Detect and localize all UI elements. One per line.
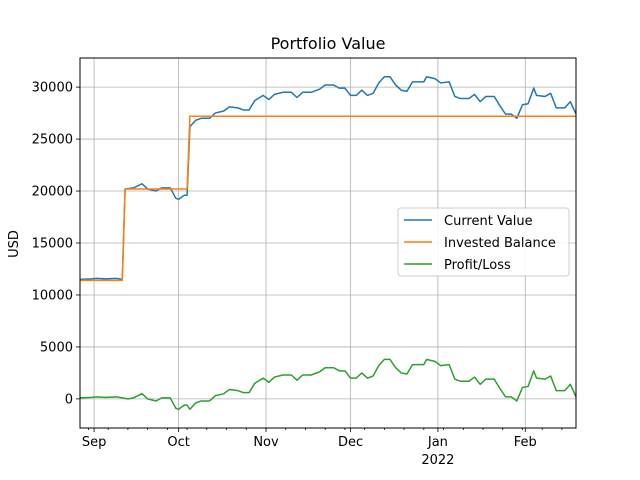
legend: Current Value Invested Balance Profit/Loss: [397, 207, 570, 277]
x-tick-label: Oct: [167, 435, 189, 450]
series-line-invested-balance: [80, 115, 576, 282]
y-axis-ticks: 0 5000 10000 15000 20000 25000 30000: [32, 81, 80, 407]
y-tick-label: 0: [65, 392, 73, 407]
legend-label: Current Value: [444, 214, 533, 229]
y-tick-label: 20000: [32, 185, 73, 200]
x-tick-label: Sep: [82, 435, 107, 450]
x-tick-label: Jan: [427, 435, 448, 450]
legend-box: [397, 207, 570, 277]
y-tick-label: 15000: [32, 237, 73, 252]
x-tick-label: Dec: [338, 435, 363, 450]
chart-title: Portfolio Value: [271, 34, 386, 53]
series-line-profit-loss: [79, 358, 577, 411]
y-axis-label: USD: [7, 230, 22, 258]
series-line-current-value: [79, 75, 577, 281]
x-tick-label: Nov: [253, 435, 279, 450]
y-tick-label: 5000: [40, 340, 73, 355]
y-tick-label: 10000: [32, 288, 73, 303]
x-tick-label: Feb: [514, 435, 537, 450]
x-axis-ticks: Sep Oct Nov Dec Jan 2022 Feb: [82, 428, 563, 468]
x-tick-sublabel: 2022: [421, 453, 454, 468]
y-tick-label: 30000: [32, 81, 73, 96]
legend-label: Invested Balance: [444, 236, 556, 251]
legend-label: Profit/Loss: [444, 258, 511, 273]
series-lines: [79, 75, 577, 411]
y-tick-label: 25000: [32, 133, 73, 148]
